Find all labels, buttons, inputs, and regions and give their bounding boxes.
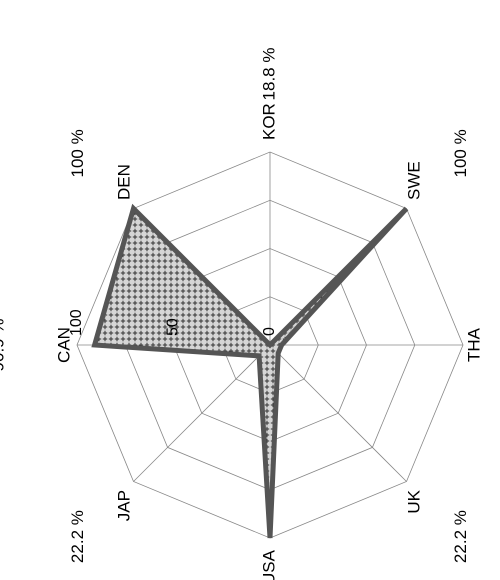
axis-label-den: DEN: [114, 164, 133, 200]
axis-label-swe: SWE: [404, 161, 423, 200]
r-tick-50: 50: [165, 318, 182, 336]
radar-labels: USA UK THA SWE KOR DEN CAN JAP 18.8 % 100 % 100 % 9…: [0, 48, 483, 580]
spoke-uk: [269, 344, 407, 482]
annotation-can: 90.9 %: [0, 319, 7, 372]
axis-label-tha: THA: [464, 327, 483, 362]
axis-label-jap: JAP: [114, 490, 133, 521]
axis-label-uk: UK: [404, 489, 423, 513]
r-tick-100: 100: [68, 309, 85, 336]
annotation-swe: 100 %: [451, 129, 470, 177]
radar-data: [91, 203, 409, 539]
axis-label-usa: USA: [259, 549, 278, 580]
annotation-kor: 18.8 %: [259, 48, 278, 101]
axis-label-kor: KOR: [259, 103, 278, 140]
data-area: [91, 203, 409, 539]
annotation-jap: 22.2 %: [68, 510, 87, 563]
annotation-den: 100 %: [68, 129, 87, 177]
spoke-jap: [133, 344, 271, 482]
axis-label-can: CAN: [54, 327, 73, 363]
annotation-uk: 22.2 %: [451, 510, 470, 563]
r-tick-0: 0: [261, 327, 278, 336]
